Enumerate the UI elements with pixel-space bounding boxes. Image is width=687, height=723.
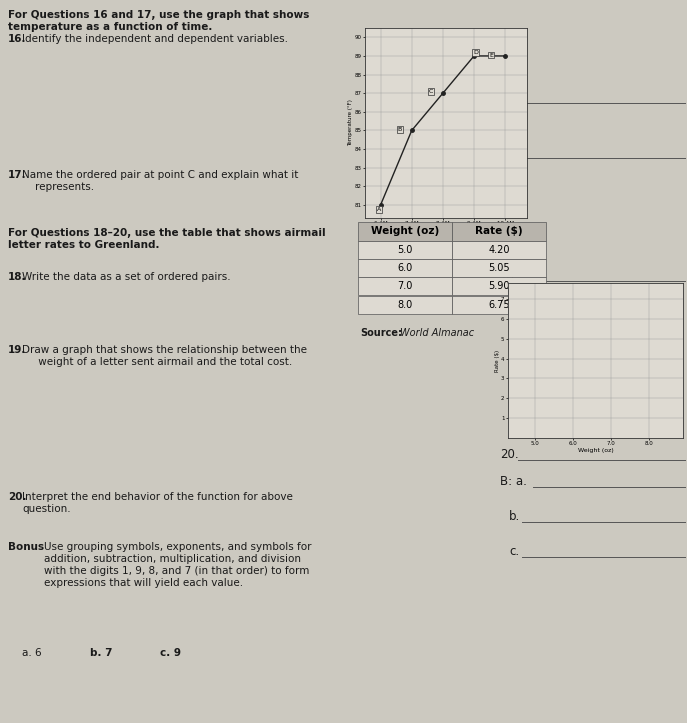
Text: addition, subtraction, multiplication, and division: addition, subtraction, multiplication, a… <box>44 554 301 564</box>
Text: 16.: 16. <box>8 34 27 44</box>
Text: B: B <box>398 127 402 132</box>
Text: World Almanac: World Almanac <box>400 328 474 338</box>
Text: a. 6: a. 6 <box>22 648 42 658</box>
Text: 18.: 18. <box>500 270 519 283</box>
Text: b.: b. <box>509 510 520 523</box>
Text: 17.: 17. <box>8 170 27 180</box>
Text: 19.: 19. <box>8 345 26 355</box>
Text: 19.: 19. <box>500 283 519 296</box>
Y-axis label: Temperature (°F): Temperature (°F) <box>348 100 353 147</box>
Text: Name the ordered pair at point C and explain what it: Name the ordered pair at point C and exp… <box>22 170 298 180</box>
Text: E: E <box>489 53 493 58</box>
Text: Bonus: Bonus <box>8 542 44 552</box>
Text: Write the data as a set of ordered pairs.: Write the data as a set of ordered pairs… <box>22 272 231 282</box>
Text: For Questions 18–20, use the table that shows airmail: For Questions 18–20, use the table that … <box>8 228 326 238</box>
Text: D: D <box>473 50 478 55</box>
Text: 18.: 18. <box>8 272 27 282</box>
Text: C: C <box>429 89 433 94</box>
Text: letter rates to Greenland.: letter rates to Greenland. <box>8 240 159 250</box>
Text: For Questions 16 and 17, use the graph that shows: For Questions 16 and 17, use the graph t… <box>8 10 309 20</box>
Text: weight of a letter sent airmail and the total cost.: weight of a letter sent airmail and the … <box>22 357 292 367</box>
Text: b. 7: b. 7 <box>90 648 113 658</box>
Text: Draw a graph that shows the relationship between the: Draw a graph that shows the relationship… <box>22 345 307 355</box>
Text: c. 9: c. 9 <box>160 648 181 658</box>
Text: Use grouping symbols, exponents, and symbols for: Use grouping symbols, exponents, and sym… <box>44 542 311 552</box>
Text: expressions that will yield each value.: expressions that will yield each value. <box>44 578 243 588</box>
X-axis label: Time: Time <box>438 228 453 233</box>
Text: 17.: 17. <box>500 147 519 160</box>
Text: Identify the independent and dependent variables.: Identify the independent and dependent v… <box>22 34 288 44</box>
Text: B: a.: B: a. <box>500 475 527 488</box>
Text: Interpret the end behavior of the function for above: Interpret the end behavior of the functi… <box>22 492 293 502</box>
Text: 16.: 16. <box>500 92 519 105</box>
Text: 20.: 20. <box>8 492 27 502</box>
Text: represents.: represents. <box>22 182 94 192</box>
Text: question.: question. <box>22 504 71 514</box>
Text: temperature as a function of time.: temperature as a function of time. <box>8 22 212 32</box>
Text: A: A <box>377 207 381 212</box>
Y-axis label: Rate ($): Rate ($) <box>495 349 499 372</box>
Text: 20.: 20. <box>500 448 519 461</box>
Text: c.: c. <box>509 545 519 558</box>
Text: with the digits 1, 9, 8, and 7 (in that order) to form: with the digits 1, 9, 8, and 7 (in that … <box>44 566 309 576</box>
X-axis label: Weight (oz): Weight (oz) <box>578 448 613 453</box>
Text: Source:: Source: <box>360 328 402 338</box>
